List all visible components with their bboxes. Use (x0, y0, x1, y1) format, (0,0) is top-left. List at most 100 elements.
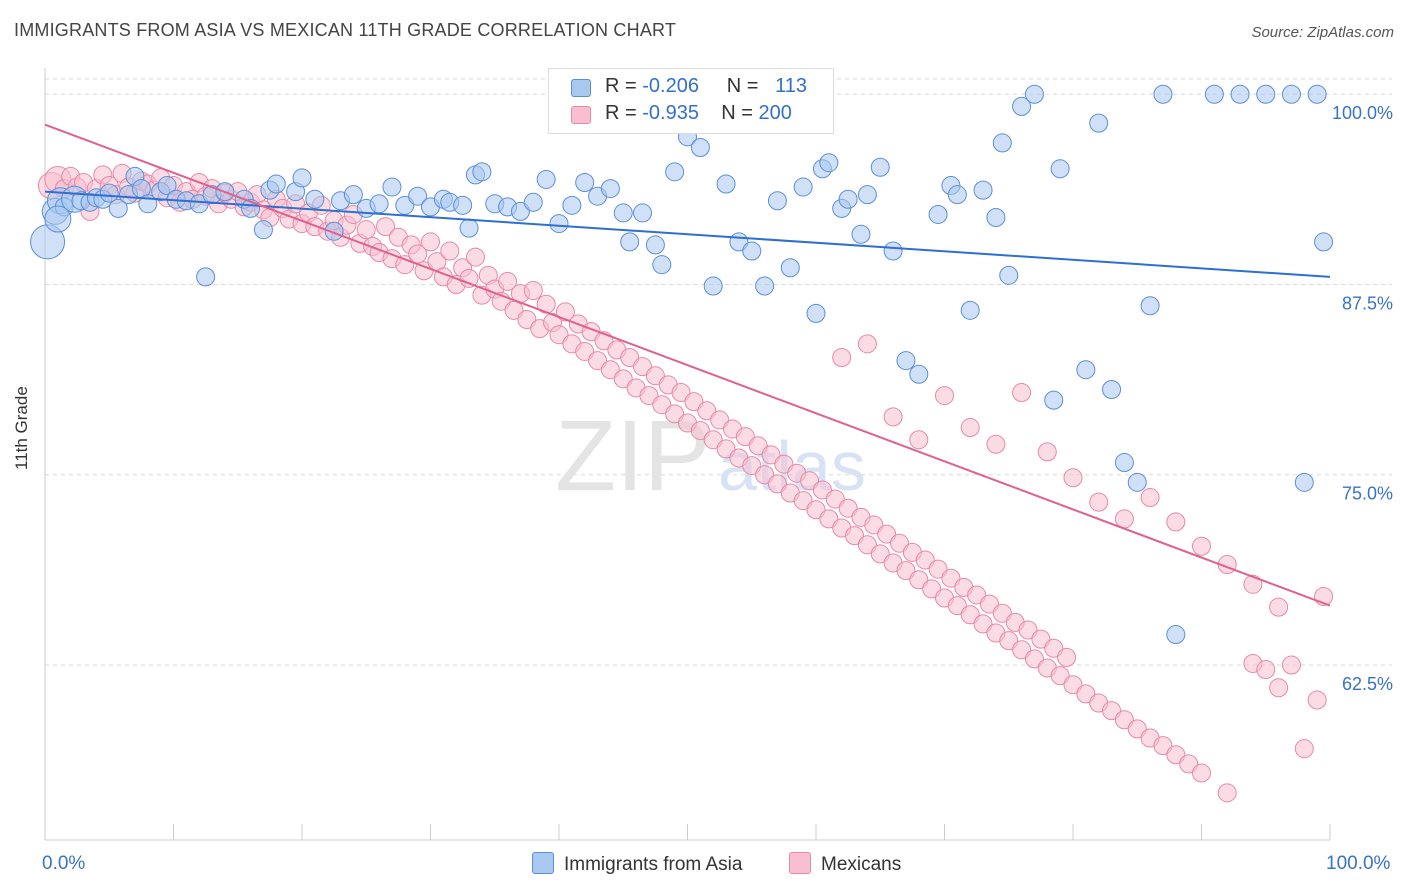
point-asia (633, 203, 653, 223)
point-asia (780, 258, 800, 278)
point-asia (870, 157, 890, 177)
point-asia (459, 218, 479, 238)
point-asia (690, 137, 710, 157)
point-mexicans (1057, 647, 1077, 667)
legend-label-asia: Immigrants from Asia (564, 854, 743, 875)
point-mexicans (523, 281, 543, 301)
point-asia (1256, 84, 1276, 104)
point-mexicans (1127, 719, 1147, 739)
point-asia (1140, 296, 1160, 316)
point-mexicans (633, 357, 653, 377)
point-mexicans (588, 351, 608, 371)
point-mexicans (825, 489, 845, 509)
r-label: R = (605, 75, 637, 97)
point-mexicans (890, 533, 910, 553)
point-asia (1076, 360, 1096, 380)
point-mexicans (645, 366, 665, 386)
legend-item-asia: Immigrants from Asia (532, 852, 742, 876)
point-mexicans (600, 360, 620, 380)
point-mexicans (742, 456, 762, 476)
point-mexicans (857, 334, 877, 354)
point-mexicans (812, 480, 832, 500)
n-value-asia: 113 (775, 75, 808, 97)
point-asia (575, 172, 595, 192)
point-mexicans (896, 561, 916, 581)
point-mexicans (755, 465, 775, 485)
point-asia (369, 194, 389, 214)
legend-item-mexicans: Mexicans (789, 852, 901, 876)
point-asia (1230, 84, 1250, 104)
trend-line-asia (44, 190, 1331, 278)
point-asia (716, 174, 736, 194)
point-mexicans (1012, 640, 1032, 660)
point-mexicans (857, 535, 877, 555)
point-asia (305, 189, 325, 209)
series-legend: Immigrants from Asia Mexicans (0, 852, 1406, 878)
point-asia (382, 177, 402, 197)
point-asia (324, 221, 344, 241)
point-mexicans (1031, 629, 1051, 649)
point-mexicans (832, 348, 852, 368)
point-mexicans (1012, 383, 1032, 403)
point-asia (600, 179, 620, 199)
point-asia (523, 192, 543, 212)
point-asia (1089, 113, 1109, 133)
point-mexicans (1192, 536, 1211, 556)
point-mexicans (909, 570, 929, 590)
point-asia (510, 201, 530, 221)
point-mexicans (549, 325, 569, 345)
point-mexicans (1269, 597, 1289, 617)
point-asia (1294, 472, 1314, 492)
point-asia (99, 183, 119, 203)
n-label: N = (721, 102, 753, 124)
point-mexicans (1281, 655, 1301, 675)
point-asia (620, 232, 640, 252)
point-mexicans (1179, 754, 1199, 774)
point-mexicans (800, 471, 820, 491)
point-mexicans (684, 392, 704, 412)
trend-lines (44, 123, 1331, 607)
point-mexicans (504, 300, 524, 320)
point-mexicans (1269, 678, 1289, 698)
point-asia (253, 220, 273, 240)
point-asia (999, 265, 1019, 285)
point-mexicans (935, 386, 954, 406)
point-mexicans (613, 369, 633, 389)
point-asia (645, 235, 665, 255)
point-mexicans (690, 421, 710, 441)
point-mexicans (838, 498, 858, 518)
point-asia (960, 300, 980, 320)
point-asia (1044, 390, 1064, 410)
point-mexicans (620, 348, 640, 368)
point-mexicans (979, 594, 999, 614)
mexicans-swatch (571, 106, 591, 124)
point-asia (292, 168, 312, 188)
point-asia (1166, 625, 1186, 645)
point-asia (755, 276, 775, 296)
point-mexicans (716, 439, 736, 459)
point-mexicans (973, 614, 993, 634)
point-asia (973, 180, 993, 200)
r-value-mexicans: -0.935 (642, 102, 699, 124)
point-mexicans (703, 430, 723, 450)
point-asia (266, 174, 286, 194)
legend-label-mexicans: Mexicans (821, 854, 902, 875)
point-mexicans (1024, 649, 1044, 669)
point-asia (665, 162, 685, 182)
point-asia (196, 267, 216, 287)
point-asia (857, 185, 877, 205)
point-mexicans (1153, 736, 1173, 756)
point-asia (1050, 159, 1070, 179)
point-mexicans (1294, 739, 1314, 759)
point-asia (613, 203, 633, 223)
point-mexicans (748, 436, 768, 456)
point-mexicans (735, 427, 755, 447)
point-asia (1012, 96, 1032, 116)
stats-legend: R = -0.206 N = 113 R = -0.935 N = 200 (548, 68, 834, 134)
n-value-mexicans: 200 (758, 102, 792, 124)
point-asia (549, 214, 569, 234)
point-asia (562, 195, 582, 215)
point-asia (1204, 84, 1224, 104)
point-mexicans (947, 596, 967, 616)
point-mexicans (710, 410, 730, 430)
